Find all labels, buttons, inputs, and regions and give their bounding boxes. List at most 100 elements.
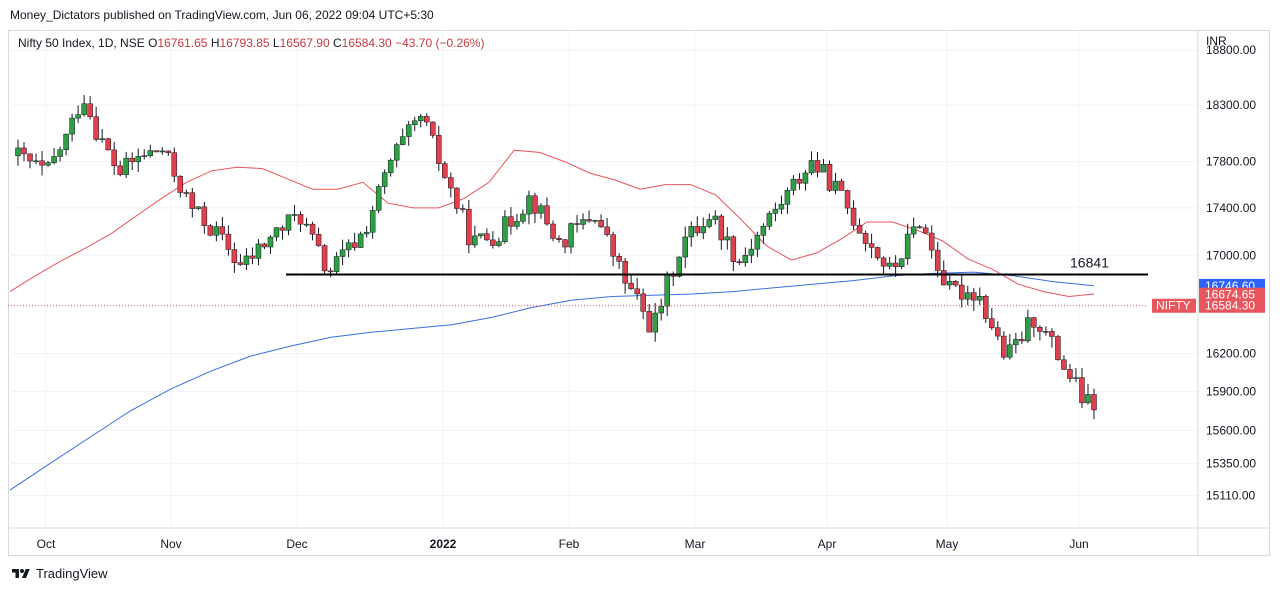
candle bbox=[105, 137, 111, 151]
candle-body bbox=[255, 243, 262, 259]
candle bbox=[321, 243, 328, 275]
low-label: L bbox=[272, 36, 280, 50]
candle bbox=[880, 256, 887, 276]
candle-body bbox=[315, 233, 322, 246]
candle-body bbox=[989, 318, 995, 328]
price-tick-label: 18800.00 bbox=[1206, 43, 1256, 57]
candle bbox=[279, 225, 286, 240]
candle-body bbox=[550, 223, 556, 239]
candle-body bbox=[646, 311, 652, 333]
candle-body bbox=[802, 172, 809, 184]
candle bbox=[219, 216, 226, 241]
candle bbox=[742, 247, 749, 267]
candle-body bbox=[544, 205, 550, 225]
candle bbox=[694, 216, 701, 237]
candle-body bbox=[586, 219, 592, 222]
symbol-name: Nifty 50 Index, 1D, NSE bbox=[18, 36, 145, 50]
candle-body bbox=[153, 150, 160, 153]
candle bbox=[297, 211, 304, 233]
candle bbox=[315, 227, 322, 247]
candle-body bbox=[243, 255, 250, 265]
candle bbox=[1067, 363, 1073, 383]
candle-body bbox=[273, 227, 280, 238]
candle-body bbox=[93, 116, 99, 140]
candle bbox=[381, 169, 388, 194]
candle bbox=[171, 147, 178, 183]
candle-body bbox=[959, 284, 965, 300]
candle bbox=[448, 172, 454, 198]
candle bbox=[664, 271, 670, 316]
candle-body bbox=[105, 138, 111, 151]
candle-body bbox=[45, 162, 51, 166]
candle-body bbox=[724, 236, 731, 241]
candle-body bbox=[279, 227, 286, 231]
candle-body bbox=[1007, 344, 1013, 358]
candle-body bbox=[922, 227, 929, 234]
candle-body bbox=[1031, 317, 1037, 328]
candle-body bbox=[141, 155, 147, 157]
candle-body bbox=[682, 236, 688, 258]
candle bbox=[207, 224, 214, 237]
candle-body bbox=[87, 103, 93, 117]
candle-body bbox=[778, 204, 785, 210]
candle bbox=[550, 220, 556, 242]
candle-body bbox=[213, 226, 220, 236]
candle bbox=[634, 277, 640, 300]
candle-body bbox=[129, 157, 135, 163]
time-tick-label: Feb bbox=[559, 537, 580, 551]
candle bbox=[1055, 334, 1061, 361]
candle bbox=[526, 190, 532, 225]
price-label-bg bbox=[1199, 287, 1265, 302]
candle bbox=[760, 223, 767, 244]
candle bbox=[51, 147, 57, 165]
price-tick-label: 15110.00 bbox=[1206, 488, 1255, 502]
candle-body bbox=[940, 270, 947, 286]
candle-body bbox=[75, 114, 81, 119]
candle bbox=[916, 224, 923, 229]
candle-body bbox=[297, 214, 304, 225]
time-tick-label: Apr bbox=[818, 537, 837, 551]
candle-body bbox=[21, 147, 27, 155]
candle-body bbox=[424, 116, 430, 123]
candle-body bbox=[27, 153, 33, 162]
candle-body bbox=[57, 149, 63, 157]
candle bbox=[267, 235, 274, 254]
candle bbox=[57, 146, 63, 162]
candle-body bbox=[886, 262, 893, 267]
candle-body bbox=[676, 256, 682, 277]
price-label-value: 16584.30 bbox=[1205, 299, 1255, 313]
candle-body bbox=[502, 216, 508, 242]
candle bbox=[159, 147, 166, 155]
candle-body bbox=[309, 223, 316, 235]
candle bbox=[586, 210, 592, 223]
candle-body bbox=[99, 138, 105, 140]
candle bbox=[1049, 328, 1055, 348]
candle bbox=[856, 218, 863, 234]
candle-body bbox=[538, 205, 544, 214]
candle-body bbox=[736, 261, 743, 263]
candle-body bbox=[742, 255, 749, 263]
candle-body bbox=[1043, 331, 1049, 333]
candle bbox=[1001, 331, 1007, 360]
candle-body bbox=[454, 187, 460, 209]
candle bbox=[1007, 333, 1013, 360]
candle bbox=[532, 192, 538, 224]
symbol-legend: Nifty 50 Index, 1D, NSE O16761.65 H16793… bbox=[18, 36, 484, 50]
price-chart[interactable]: 16841 18800.00 18300.00 17800.00 17400.00 17… bbox=[8, 30, 1270, 556]
candle-body bbox=[514, 221, 520, 227]
candle-body bbox=[1049, 331, 1055, 337]
candle-body bbox=[856, 225, 863, 234]
candle-body bbox=[688, 226, 695, 238]
candle bbox=[333, 252, 340, 274]
candle bbox=[1079, 367, 1085, 409]
candle-body bbox=[466, 209, 472, 246]
candle bbox=[826, 160, 833, 193]
candle bbox=[273, 227, 280, 242]
time-axis: Oct Nov Dec 2022 Feb Mar Apr May Jun bbox=[37, 537, 1089, 551]
candle-body bbox=[1055, 336, 1061, 361]
candle-body bbox=[916, 226, 923, 229]
candle bbox=[466, 199, 472, 254]
candle-body bbox=[820, 164, 827, 173]
candle bbox=[387, 158, 394, 177]
tradingview-logo-icon bbox=[12, 568, 30, 578]
